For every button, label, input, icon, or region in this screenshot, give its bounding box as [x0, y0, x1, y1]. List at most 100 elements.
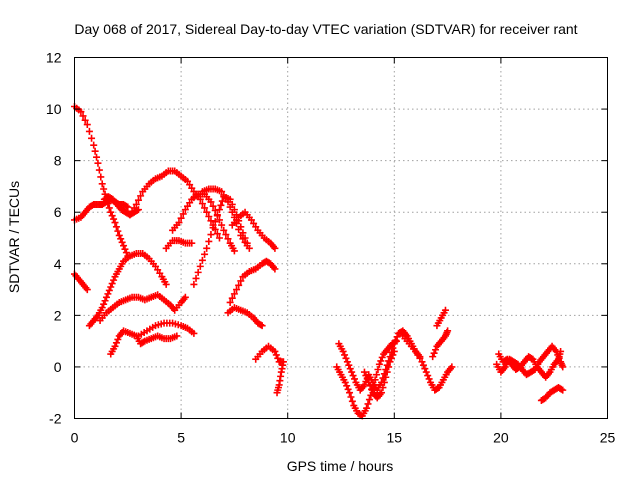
data-point — [112, 223, 120, 231]
data-point — [425, 375, 433, 383]
data-point — [552, 347, 560, 355]
data-point — [228, 294, 236, 302]
data-point — [237, 277, 245, 285]
data-point — [190, 329, 198, 337]
data-point — [345, 361, 353, 369]
x-tick-label: 15 — [387, 430, 403, 446]
data-point — [211, 218, 219, 226]
data-point — [422, 368, 430, 376]
data-point — [235, 225, 243, 233]
data-point — [139, 338, 147, 346]
data-point — [105, 204, 113, 212]
data-point — [224, 235, 232, 243]
data-point — [215, 216, 223, 224]
data-point — [134, 196, 142, 204]
data-point — [194, 268, 202, 276]
data-point — [134, 206, 142, 214]
y-tick-label: 10 — [46, 101, 62, 117]
data-point — [97, 173, 105, 181]
data-point — [258, 322, 266, 330]
axis-ticks: 0 5 10 15 20 25 -2 0 2 4 6 8 10 12 — [46, 50, 616, 446]
data-point — [380, 378, 388, 386]
data-point — [365, 378, 373, 386]
data-point — [201, 204, 209, 212]
data-point — [179, 210, 187, 218]
data-point — [175, 219, 183, 227]
data-point — [347, 393, 355, 401]
data-point — [137, 192, 145, 200]
data-marks — [71, 102, 567, 420]
data-point — [233, 286, 241, 294]
data-point — [419, 361, 427, 369]
data-point — [83, 121, 91, 129]
data-point — [424, 372, 432, 380]
data-point — [90, 141, 98, 149]
data-point — [386, 358, 394, 366]
data-point — [378, 389, 386, 397]
data-point — [181, 293, 189, 301]
data-point — [107, 283, 115, 291]
data-point — [111, 219, 119, 227]
data-point — [228, 208, 236, 216]
data-point — [201, 250, 209, 258]
data-point — [100, 185, 108, 193]
data-point — [392, 337, 400, 345]
data-point — [382, 373, 390, 381]
data-point — [349, 372, 357, 380]
data-point — [374, 366, 382, 374]
data-point — [108, 212, 116, 220]
y-tick-label: 12 — [46, 50, 62, 66]
data-point — [364, 400, 372, 408]
chart-title: Day 068 of 2017, Sidereal Day-to-day VTE… — [74, 21, 577, 37]
data-point — [220, 226, 228, 234]
data-point — [132, 200, 140, 208]
data-point — [112, 339, 120, 347]
data-point — [339, 347, 347, 355]
data-point — [432, 346, 440, 354]
data-point — [122, 202, 130, 210]
x-tick-label: 20 — [493, 430, 509, 446]
data-point — [192, 274, 200, 282]
data-point — [188, 239, 196, 247]
grid-lines — [74, 57, 608, 419]
data-point — [448, 363, 456, 371]
data-point — [85, 127, 93, 135]
data-point — [105, 286, 113, 294]
data-point — [91, 147, 99, 155]
data-point — [203, 244, 211, 252]
data-point — [205, 213, 213, 221]
data-point — [209, 224, 217, 232]
data-point — [209, 202, 217, 210]
data-point — [391, 338, 399, 346]
data-point — [368, 385, 376, 393]
data-point — [108, 280, 116, 288]
data-point — [235, 281, 243, 289]
data-point — [177, 214, 185, 222]
y-tick-label: 0 — [54, 359, 62, 375]
data-point — [196, 262, 204, 270]
data-point — [198, 256, 206, 264]
data-point — [559, 363, 567, 371]
data-point — [348, 397, 356, 405]
data-point — [342, 354, 350, 362]
data-point — [222, 231, 230, 239]
data-point — [378, 353, 386, 361]
data-point — [389, 351, 397, 359]
data-point — [215, 206, 223, 214]
data-point — [373, 371, 381, 379]
data-point — [110, 276, 118, 284]
data-point — [343, 382, 351, 390]
data-point — [421, 365, 429, 373]
data-point — [88, 134, 96, 142]
data-point — [226, 203, 234, 211]
data-point — [273, 389, 281, 397]
y-tick-label: -2 — [49, 411, 62, 427]
data-point — [243, 242, 251, 250]
data-point — [93, 153, 101, 161]
y-tick-label: 4 — [54, 256, 62, 272]
data-point — [203, 208, 211, 216]
data-point — [120, 242, 128, 250]
data-point — [271, 265, 279, 273]
data-point — [217, 201, 225, 209]
